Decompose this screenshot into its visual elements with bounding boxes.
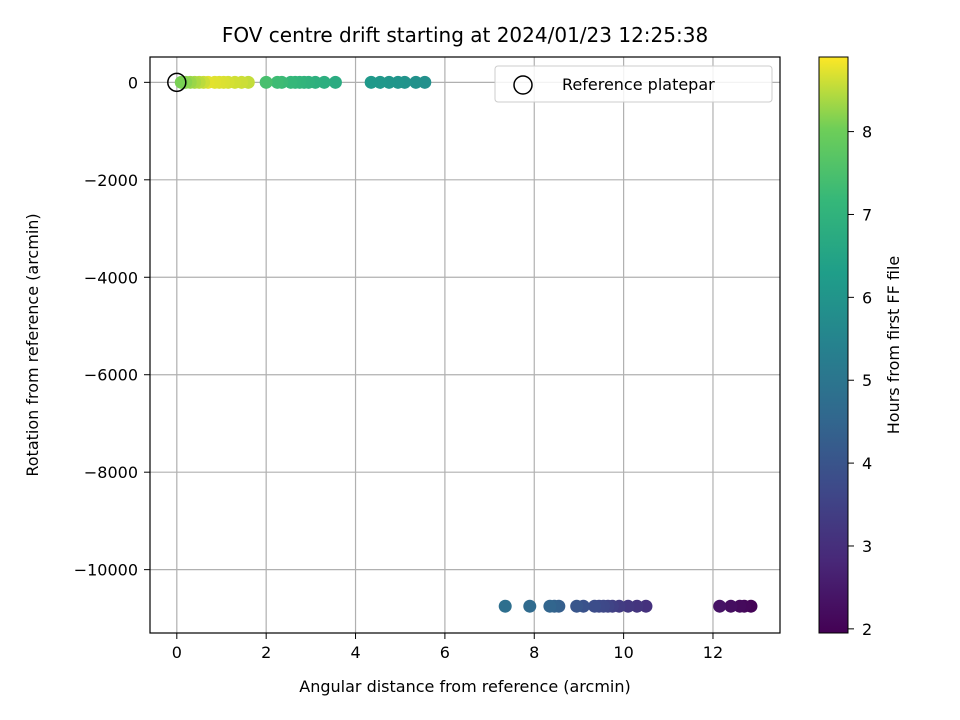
colorbar-tick-label: 4: [862, 454, 872, 473]
y-axis-ticks: 0 −2000 −4000 −6000 −8000 −10000: [74, 73, 150, 580]
data-point: [373, 75, 387, 89]
x-tick-label: 6: [440, 643, 450, 662]
colorbar-tick-label: 2: [862, 620, 872, 639]
data-point: [364, 75, 378, 89]
legend: Reference platepar: [494, 65, 773, 103]
data-point: [630, 599, 644, 613]
reference-platepar-marker: [167, 72, 187, 93]
x-tick-label: 12: [703, 643, 723, 662]
data-point: [391, 75, 405, 89]
y-tick-label: −2000: [84, 171, 138, 190]
y-tick-label: −4000: [84, 268, 138, 287]
colorbar-tick-label: 7: [862, 205, 872, 224]
data-point: [733, 599, 747, 613]
data-point: [639, 599, 653, 613]
x-axis-label: Angular distance from reference (arcmin): [299, 677, 630, 696]
colorbar-tick-label: 6: [862, 288, 872, 307]
data-point: [523, 599, 537, 613]
y-tick-label: −6000: [84, 366, 138, 385]
y-tick-label: −10000: [74, 561, 138, 580]
data-point: [724, 599, 738, 613]
x-axis-ticks: 0 2 4 6 8 10 12: [172, 633, 723, 662]
data-point: [621, 599, 635, 613]
x-tick-label: 0: [172, 643, 182, 662]
legend-entry-reference-platepar: Reference platepar: [562, 75, 715, 94]
data-point: [284, 75, 298, 89]
x-tick-label: 2: [261, 643, 271, 662]
data-point: [498, 599, 512, 613]
data-point: [570, 599, 584, 613]
colorbar-gradient: [818, 56, 849, 634]
y-tick-label: −8000: [84, 463, 138, 482]
data-point: [418, 75, 432, 89]
data-point: [382, 75, 396, 89]
data-point: [328, 75, 342, 89]
data-point: [317, 75, 331, 89]
plot-frame: [149, 56, 781, 634]
y-tick-label: 0: [128, 73, 138, 92]
data-point: [270, 75, 284, 89]
data-point: [713, 599, 727, 613]
data-point: [543, 599, 557, 613]
grid-lines: [150, 57, 780, 633]
legend-box: [494, 65, 773, 103]
chart-title: FOV centre drift starting at 2024/01/23 …: [222, 23, 708, 47]
data-point: [588, 599, 602, 613]
x-tick-label: 8: [529, 643, 539, 662]
colorbar-tick-label: 3: [862, 537, 872, 556]
colorbar-tick-label: 8: [862, 123, 872, 142]
scatter-points: [174, 75, 758, 613]
x-tick-label: 10: [613, 643, 633, 662]
y-axis-label: Rotation from reference (arcmin): [23, 213, 42, 476]
x-tick-label: 4: [350, 643, 360, 662]
data-point: [409, 75, 423, 89]
legend-reference-marker: [513, 75, 533, 95]
colorbar-tick-label: 5: [862, 371, 872, 390]
colorbar-ticks: 2 3 4 5 6 7 8: [848, 123, 872, 639]
colorbar-label: Hours from first FF file: [884, 256, 903, 435]
colorbar: 2 3 4 5 6 7 8 Hours from first FF file: [818, 56, 903, 639]
data-point: [259, 75, 273, 89]
